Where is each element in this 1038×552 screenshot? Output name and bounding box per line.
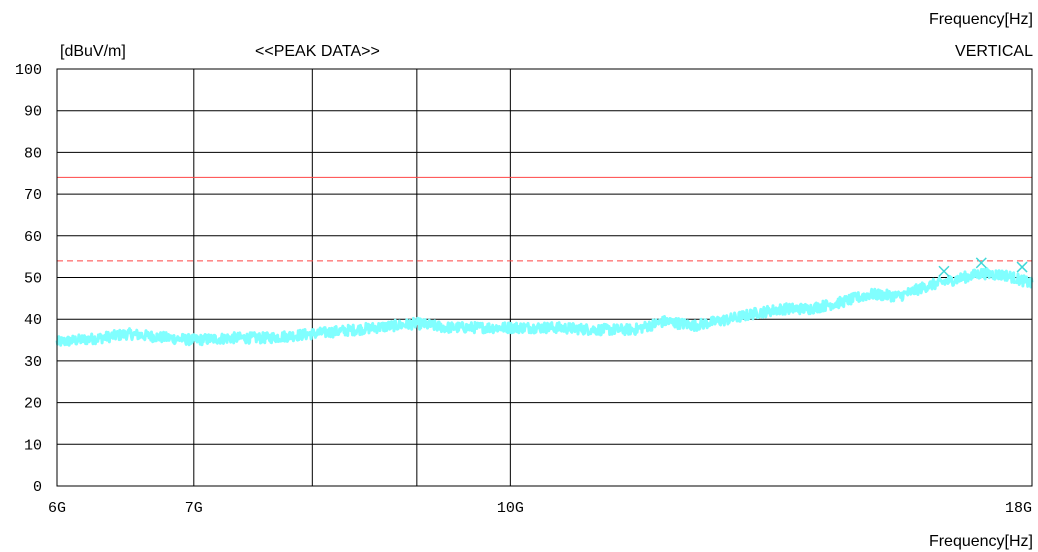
x-tick-label: 7G: [185, 500, 203, 517]
y-tick-label: 80: [24, 145, 42, 162]
y-tick-label: 70: [24, 187, 42, 204]
y-tick-label: 40: [24, 312, 42, 329]
y-tick-label: 10: [24, 437, 42, 454]
y-tick-labels: 0 10 20 30 40 50 60 70 80 90 100: [15, 62, 42, 496]
peak-marker: [938, 265, 950, 277]
y-tick-label: 0: [33, 479, 42, 496]
limit-lines: [57, 176, 1032, 262]
peak-markers: [938, 257, 1028, 277]
peak-marker: [1016, 261, 1028, 273]
frequency-label-top: Frequency[Hz]: [929, 11, 1033, 28]
x-tick-label: 10G: [497, 500, 524, 517]
y-tick-label: 30: [24, 354, 42, 371]
y-tick-label: 60: [24, 229, 42, 246]
x-tick-label: 6G: [48, 500, 66, 517]
unit-label: [dBuV/m]: [60, 43, 126, 60]
frequency-label-bottom: Frequency[Hz]: [929, 533, 1033, 550]
grid: [57, 68, 1032, 487]
x-tick-label: 18G: [1005, 500, 1032, 517]
x-tick-labels: 6G 7G 10G 18G: [48, 500, 1032, 517]
trace-layer: [55, 267, 1034, 347]
y-tick-label: 90: [24, 104, 42, 121]
plot-frame: [56, 68, 1033, 487]
y-tick-label: 50: [24, 271, 42, 288]
chart-title: <<PEAK DATA>>: [255, 43, 380, 60]
peak-marker: [975, 257, 987, 269]
y-tick-label: 100: [15, 62, 42, 79]
legend-vertical: VERTICAL: [955, 43, 1033, 60]
y-tick-label: 20: [24, 396, 42, 413]
trace-vertical: [55, 267, 1034, 347]
